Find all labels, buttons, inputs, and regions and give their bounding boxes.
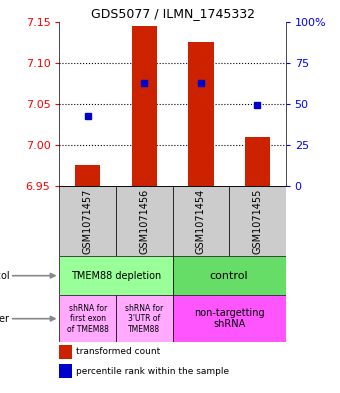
Bar [59,186,116,256]
Text: GSM1071456: GSM1071456 [139,188,149,253]
Bar [59,295,116,342]
Text: GSM1071455: GSM1071455 [252,188,262,253]
Text: GSM1071457: GSM1071457 [83,188,93,253]
Bar [59,364,72,378]
Text: TMEM88 depletion: TMEM88 depletion [71,271,161,281]
Text: transformed count: transformed count [76,347,161,356]
Bar [75,165,101,186]
Text: percentile rank within the sample: percentile rank within the sample [76,367,230,376]
Bar [116,295,173,342]
Bar [188,42,214,186]
Bar [116,186,173,256]
Bar [244,136,270,186]
Bar [229,186,286,256]
Bar [173,256,286,295]
Text: non-targetting
shRNA: non-targetting shRNA [194,308,265,329]
Text: other: other [0,314,10,324]
Bar [173,186,229,256]
Bar [132,26,157,186]
Bar [59,345,72,358]
Text: shRNA for
first exon
of TMEM88: shRNA for first exon of TMEM88 [67,304,109,334]
Bar [173,295,286,342]
Text: shRNA for
3'UTR of
TMEM88: shRNA for 3'UTR of TMEM88 [125,304,164,334]
Text: protocol: protocol [0,271,10,281]
Text: GSM1071454: GSM1071454 [196,188,206,253]
Title: GDS5077 / ILMN_1745332: GDS5077 / ILMN_1745332 [90,7,255,20]
Bar [59,256,173,295]
Text: control: control [210,271,249,281]
